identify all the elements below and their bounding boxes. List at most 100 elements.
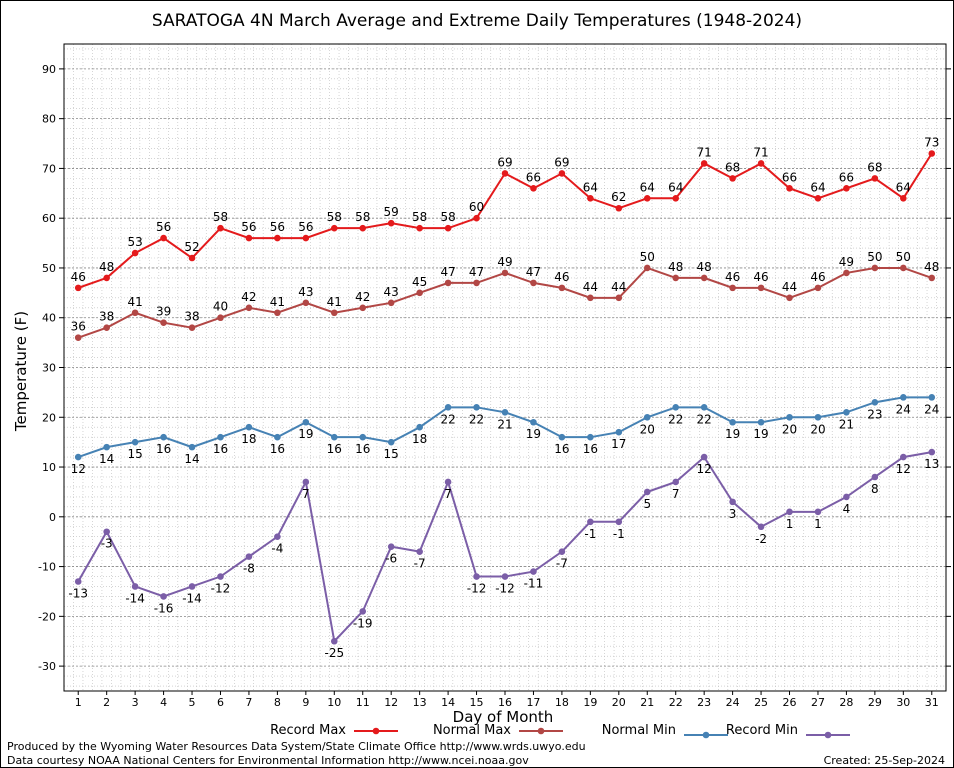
x-axis-label: Day of Month: [453, 708, 554, 726]
record-min-data-label: -12: [467, 582, 487, 596]
normal-max-point: [302, 299, 310, 307]
normal-min-point: [160, 433, 167, 441]
record-max-point: [900, 194, 907, 202]
record-max-point: [188, 254, 196, 262]
normal-max-point: [188, 324, 196, 331]
record-min-data-label: -13: [68, 587, 88, 601]
normal-max-data-label: 50: [896, 250, 911, 264]
record-max-data-label: 66: [839, 170, 854, 184]
record-min-point: [330, 637, 338, 645]
x-tick-label: 29: [868, 696, 882, 709]
normal-max-point: [160, 319, 167, 327]
normal-max-point: [643, 264, 651, 272]
record-min-data-label: -1: [613, 527, 625, 541]
normal-min-data-label: 19: [298, 427, 313, 441]
record-min-point: [387, 543, 395, 550]
record-min-point: [501, 573, 509, 580]
normal-min-data-label: 20: [640, 422, 655, 436]
record-max-data-label: 56: [241, 220, 256, 234]
normal-min-data-label: 12: [71, 462, 86, 476]
record-max-point: [387, 219, 395, 227]
normal-max-point: [729, 284, 736, 292]
normal-min-point: [217, 433, 224, 441]
record-max-point: [729, 175, 736, 182]
normal-min-point: [900, 394, 907, 401]
x-tick-label: 23: [697, 696, 711, 709]
normal-min-point: [359, 433, 367, 441]
normal-max-data-label: 46: [753, 270, 768, 284]
record-min-point: [643, 488, 651, 496]
record-min-point: [700, 453, 708, 461]
normal-max-data-label: 47: [526, 265, 541, 279]
normal-max-point: [274, 309, 281, 317]
record-max-data-label: 68: [867, 160, 882, 174]
record-max-point: [558, 170, 566, 177]
y-tick-label: 20: [42, 411, 56, 424]
record-max-point: [217, 224, 224, 232]
record-max-data-label: 69: [554, 155, 569, 169]
record-min-data-label: -19: [353, 616, 373, 630]
x-tick-label: 15: [470, 696, 484, 709]
normal-max-data-label: 42: [355, 290, 370, 304]
normal-min-data-label: 20: [782, 422, 797, 436]
x-tick-label: 31: [925, 696, 939, 709]
normal-max-point: [587, 294, 594, 302]
normal-min-point: [245, 423, 253, 431]
normal-min-point: [587, 433, 594, 441]
normal-max-data-label: 48: [697, 260, 712, 274]
record-max-data-label: 58: [412, 210, 427, 224]
normal-min-point: [814, 413, 822, 421]
normal-max-point: [615, 294, 623, 302]
normal-min-point: [473, 404, 480, 411]
record-min-data-label: 12: [697, 462, 712, 476]
normal-max-point: [501, 269, 509, 277]
record-min-point: [814, 508, 822, 516]
x-tick-label: 1: [75, 696, 82, 709]
normal-min-point: [843, 408, 850, 416]
normal-max-data-label: 49: [839, 255, 854, 269]
normal-max-point: [558, 284, 566, 292]
record-min-point: [444, 478, 452, 486]
x-tick-label: 18: [555, 696, 569, 709]
normal-max-point: [444, 279, 452, 287]
record-max-data-label: 64: [640, 180, 655, 194]
x-tick-label: 6: [217, 696, 224, 709]
record-max-point: [473, 214, 480, 222]
y-tick-label: 0: [49, 511, 56, 524]
record-min-point: [359, 608, 367, 615]
record-min-point: [274, 533, 281, 541]
x-tick-label: 9: [302, 696, 309, 709]
footer-created-date: Created: 25-Sep-2024: [824, 754, 945, 767]
normal-max-data-label: 36: [71, 320, 86, 334]
record-min-point: [900, 453, 907, 461]
y-tick-label: -30: [38, 660, 56, 673]
x-tick-label: 7: [245, 696, 252, 709]
footer-produced-by: Produced by the Wyoming Water Resources …: [7, 740, 586, 753]
record-max-point: [103, 274, 110, 282]
x-tick-label: 14: [441, 696, 455, 709]
record-max-data-label: 71: [753, 145, 768, 159]
normal-min-point: [416, 423, 423, 431]
record-max-data-label: 58: [440, 210, 455, 224]
record-min-data-label: -25: [324, 646, 344, 660]
legend-marker-record-max: [372, 727, 380, 735]
legend-label-record-min: Record Min: [726, 723, 798, 738]
normal-min-data-label: 22: [440, 412, 455, 426]
record-max-point: [160, 234, 167, 242]
x-tick-label: 16: [498, 696, 512, 709]
record-min-data-label: 1: [814, 517, 822, 531]
record-min-point: [615, 518, 623, 526]
record-min-data-label: -14: [182, 591, 202, 605]
normal-max-point: [871, 264, 879, 272]
normal-min-data-label: 16: [213, 442, 228, 456]
normal-min-data-label: 15: [127, 447, 142, 461]
record-min-data-label: 7: [444, 487, 452, 501]
record-min-data-label: 7: [302, 487, 310, 501]
y-tick-label: 10: [42, 461, 56, 474]
normal-max-data-label: 41: [270, 295, 285, 309]
record-min-data-label: -14: [125, 591, 145, 605]
normal-max-data-label: 46: [810, 270, 825, 284]
y-tick-label: 90: [42, 63, 56, 76]
record-min-point: [587, 518, 594, 526]
